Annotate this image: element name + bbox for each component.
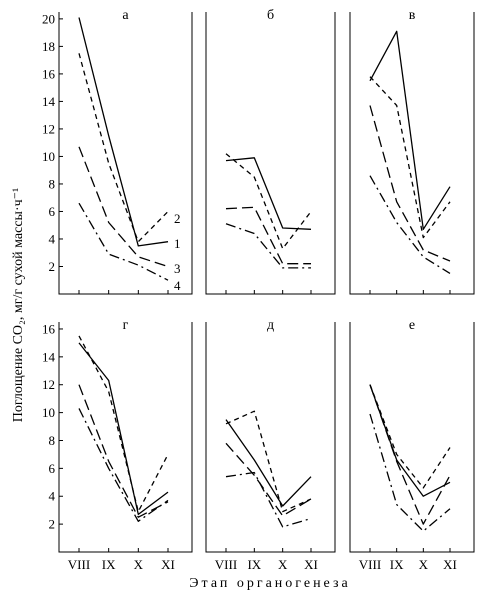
panel-title: б: [267, 8, 274, 23]
curve-label: 4: [174, 278, 181, 293]
x-tick-label: X: [134, 557, 144, 572]
x-tick-label: VIII: [215, 557, 237, 572]
series-line-2: [369, 384, 451, 489]
panel-2: б: [205, 8, 336, 295]
y-tick-label: 6: [49, 204, 56, 219]
series-line-3: [225, 442, 312, 517]
panel-1: а 2 4 6 8 10 12 14 16 18 20 2 1 3 4: [42, 8, 193, 295]
y-tick-label: 8: [49, 176, 56, 191]
series-line-1: [225, 157, 312, 230]
x-tick-label: XI: [161, 557, 175, 572]
series-line-1: [369, 384, 451, 497]
series-line-1: [78, 342, 169, 516]
x-tick-label: X: [278, 557, 288, 572]
series-line-2: [225, 153, 312, 250]
curve-label: 2: [174, 211, 181, 226]
x-tick-label: IX: [102, 557, 116, 572]
panel-title: в: [409, 8, 416, 23]
y-tick-label: 6: [49, 461, 56, 476]
x-tick-label: IX: [247, 557, 261, 572]
panel-frame: [205, 322, 336, 553]
panel-title: г: [123, 318, 129, 333]
series-line-4: [225, 471, 312, 528]
x-tick-label: IX: [390, 557, 404, 572]
y-tick-label: 4: [49, 231, 56, 246]
series-line-2: [369, 76, 451, 239]
series-line-2: [78, 335, 169, 513]
series-line-3: [369, 105, 451, 262]
series-line-1: [225, 419, 312, 507]
panel-4: г 2 4 6 8 10 12 14 16 VIII IX X XI: [42, 318, 193, 572]
y-tick-label: 10: [42, 405, 55, 420]
panel-frame: [205, 12, 336, 295]
y-axis-title: Поглощение CO₂, мг/г сухой массы·ч⁻¹: [11, 188, 26, 422]
series-line-3: [369, 384, 451, 525]
series-line-2: [225, 410, 312, 513]
series-line-4: [78, 202, 169, 281]
panel-frame: [58, 322, 193, 553]
y-tick-label: 14: [42, 94, 56, 109]
panels: а 2 4 6 8 10 12 14 16 18 20 2 1 3 4 б в г 2 4 6 8 10 12 14 16 VIII…: [42, 8, 475, 572]
y-tick-label: 2: [49, 259, 56, 274]
x-tick-label: VIII: [359, 557, 381, 572]
y-tick-label: 4: [49, 489, 56, 504]
panel-title: д: [267, 318, 274, 333]
curve-label: 1: [174, 236, 181, 251]
y-tick-label: 18: [42, 39, 55, 54]
y-tick-label: 20: [42, 11, 55, 26]
y-tick-label: 2: [49, 517, 56, 532]
series-line-2: [78, 53, 169, 243]
series-line-4: [78, 408, 169, 522]
y-tick-label: 12: [42, 377, 55, 392]
series-line-4: [369, 413, 451, 532]
x-tick-label: VIII: [68, 557, 90, 572]
series-line-4: [225, 223, 311, 269]
y-tick-label: 8: [49, 433, 56, 448]
x-tick-label: XI: [304, 557, 318, 572]
series-line-4: [369, 175, 451, 274]
panel-frame: [349, 322, 475, 553]
series-line-3: [78, 384, 169, 518]
y-tick-label: 12: [42, 121, 55, 136]
x-axis-title: Этап органогенеза: [189, 576, 350, 591]
series-line-3: [78, 146, 169, 268]
series-line-1: [369, 30, 451, 230]
y-tick-label: 10: [42, 149, 55, 164]
panel-frame: [349, 12, 475, 295]
y-tick-label: 16: [42, 321, 56, 336]
panel-frame: [58, 12, 193, 295]
panel-6: е VIII IX X XI: [349, 318, 475, 572]
panel-5: д VIII IX X XI: [205, 318, 336, 572]
panel-3: в: [349, 8, 475, 295]
x-tick-label: X: [419, 557, 429, 572]
x-tick-label: XI: [443, 557, 457, 572]
panel-title: е: [409, 318, 415, 333]
y-tick-label: 14: [42, 349, 56, 364]
panel-title: а: [122, 8, 129, 23]
series-line-1: [78, 17, 169, 247]
curve-label: 3: [174, 261, 181, 276]
series-line-3: [225, 206, 311, 265]
y-tick-label: 16: [42, 66, 56, 81]
